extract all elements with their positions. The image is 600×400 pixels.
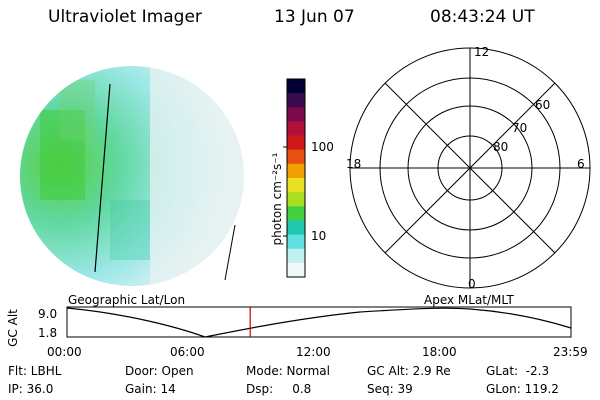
timeline-left-title: Geographic Lat/Lon bbox=[68, 293, 186, 307]
mlt-label-12: 12 bbox=[474, 45, 490, 59]
colorbar-segment bbox=[287, 107, 305, 122]
limb-mark bbox=[224, 224, 236, 281]
timeline-frame bbox=[66, 306, 572, 338]
timeline-x-tick-4: 23:59 bbox=[553, 345, 588, 359]
status-ip: IP: 36.0 bbox=[8, 382, 54, 396]
timeline-right-title: Apex MLat/MLT bbox=[424, 293, 514, 307]
status-seq: Seq: 39 bbox=[367, 382, 413, 396]
altitude-curve bbox=[66, 307, 572, 338]
timeline-y-tick-max: 9.0 bbox=[38, 307, 58, 321]
colorbar-segment bbox=[287, 234, 305, 250]
polar-diag-2 bbox=[384, 82, 556, 254]
status-dsp: Dsp: 0.8 bbox=[246, 382, 312, 396]
colorbar-segment bbox=[287, 93, 305, 108]
timeline-x-tick-2: 12:00 bbox=[296, 345, 331, 359]
mlt-label-6: 6 bbox=[577, 157, 585, 171]
mlt-label-18: 18 bbox=[346, 157, 362, 171]
colorbar-label-100: 100 bbox=[311, 140, 334, 154]
timeline-x-tick-1: 06:00 bbox=[170, 345, 205, 359]
terminator-line bbox=[94, 83, 111, 273]
colorbar-frame bbox=[286, 78, 306, 278]
colorbar-segment bbox=[287, 149, 305, 165]
status-mode: Mode: Normal bbox=[246, 364, 330, 378]
status-glon: GLon: 119.2 bbox=[486, 382, 559, 396]
instrument-title: Ultraviolet Imager bbox=[48, 7, 202, 27]
colorbar-segment bbox=[287, 163, 305, 179]
mlt-label-0: 0 bbox=[468, 277, 476, 291]
observation-time: 08:43:24 UT bbox=[430, 7, 535, 27]
status-glat: GLat: -2.3 bbox=[486, 364, 550, 378]
colorbar-segment bbox=[287, 206, 305, 221]
lat-label-70: 70 bbox=[512, 121, 528, 135]
colorbar-segment bbox=[287, 220, 305, 236]
timeline-x-tick-3: 18:00 bbox=[422, 345, 457, 359]
lat-label-80: 80 bbox=[493, 140, 509, 154]
colorbar-segment bbox=[287, 135, 305, 151]
colorbar-segment bbox=[287, 178, 305, 193]
colorbar-segment bbox=[287, 121, 305, 137]
colorbar-label-10: 10 bbox=[311, 229, 327, 243]
colorbar-segment bbox=[287, 192, 305, 207]
lat-label-60: 60 bbox=[535, 98, 551, 112]
status-door: Door: Open bbox=[125, 364, 194, 378]
timeline-x-tick-0: 00:00 bbox=[47, 345, 82, 359]
colorbar-segment bbox=[287, 262, 305, 278]
status-filter: Flt: LBHL bbox=[8, 364, 62, 378]
colorbar-stack bbox=[287, 79, 305, 278]
status-gc-alt: GC Alt: 2.9 Re bbox=[367, 364, 451, 378]
timeline-y-tick-min: 1.8 bbox=[38, 326, 58, 340]
observation-date: 13 Jun 07 bbox=[274, 7, 355, 27]
status-gain: Gain: 14 bbox=[125, 382, 176, 396]
colorbar-segment bbox=[287, 79, 305, 94]
colorbar-segment bbox=[287, 248, 305, 264]
